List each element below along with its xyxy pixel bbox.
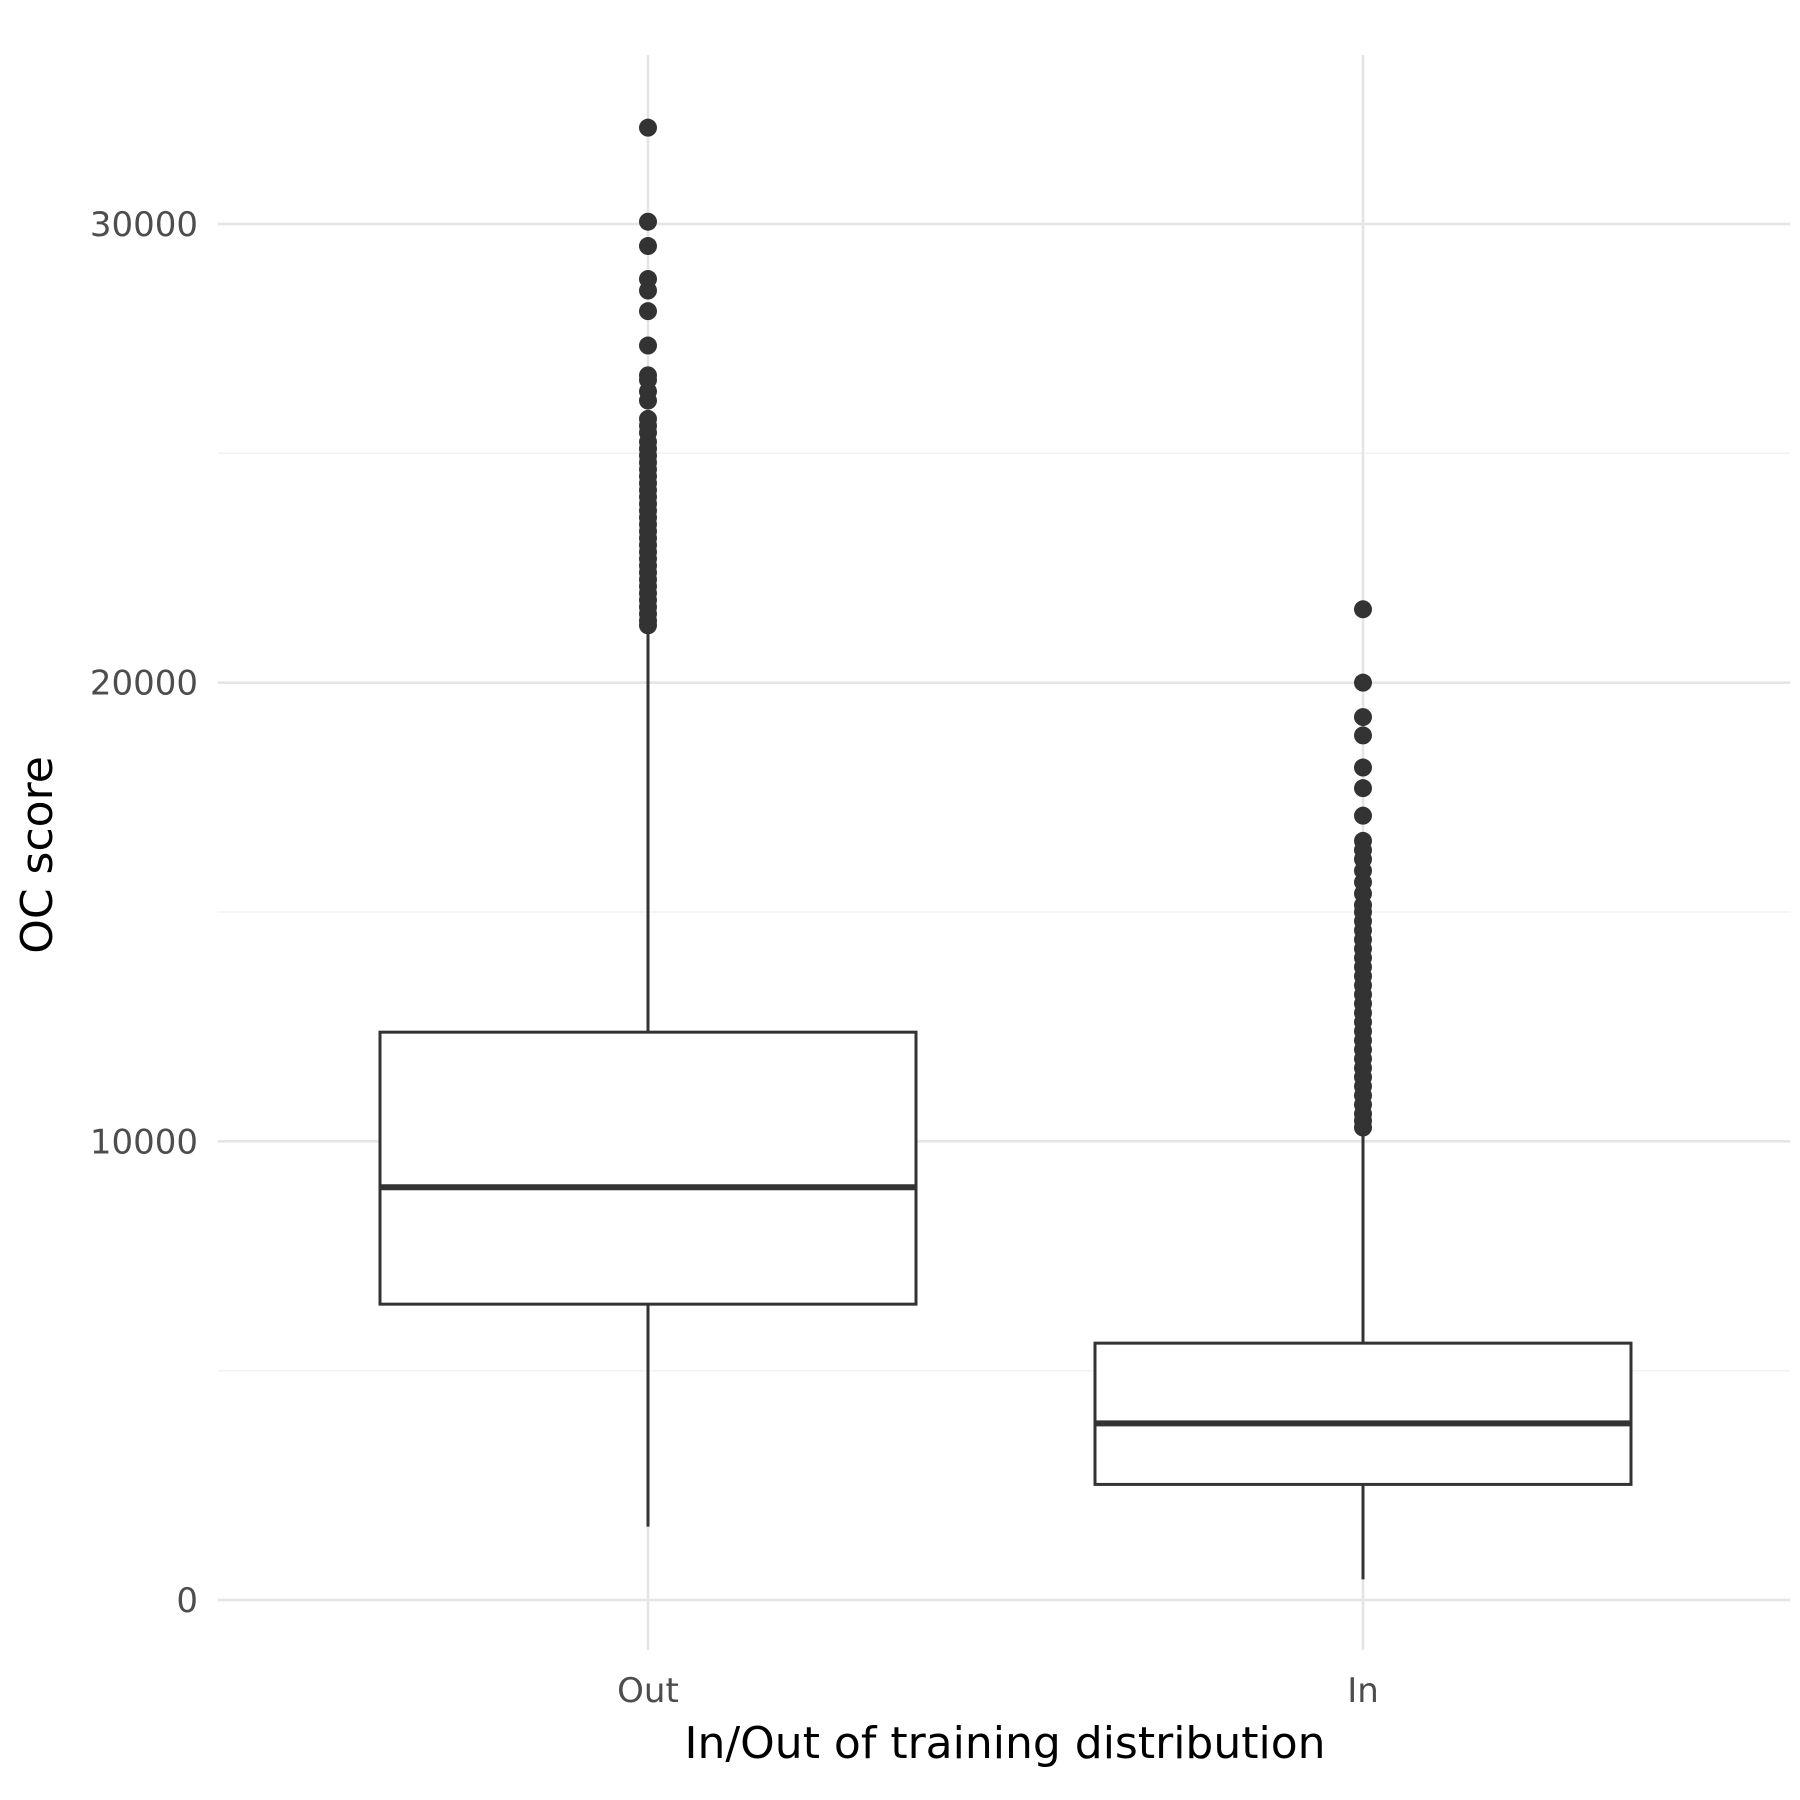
outlier-point — [639, 118, 657, 137]
y-tick-label: 0 — [176, 1581, 198, 1621]
outlier-point — [639, 336, 657, 355]
outlier-point — [1354, 1118, 1372, 1137]
outlier-point — [1354, 673, 1372, 692]
y-axis-title: OC score — [12, 756, 63, 954]
iqr-box — [1093, 1341, 1633, 1486]
outlier-point — [639, 281, 657, 300]
box-in — [1093, 600, 1633, 1580]
x-axis-title: In/Out of training distribution — [684, 1718, 1325, 1769]
outlier-point — [1354, 758, 1372, 777]
outlier-point — [639, 212, 657, 231]
outlier-point — [639, 616, 657, 635]
iqr-box — [378, 1030, 918, 1306]
outlier-point — [1354, 726, 1372, 745]
y-tick-label: 10000 — [90, 1122, 198, 1162]
x-tick-label: In — [1347, 1671, 1379, 1711]
tick-labels: 0 10000 20000 30000 Out In — [90, 205, 1379, 1711]
outlier-point — [639, 237, 657, 256]
outlier-point — [1354, 600, 1372, 619]
outlier-point — [1354, 806, 1372, 825]
x-tick-label: Out — [617, 1671, 679, 1711]
boxes — [378, 118, 1633, 1580]
y-tick-label: 20000 — [90, 664, 198, 704]
outlier-point — [1354, 708, 1372, 727]
outlier-point — [639, 302, 657, 321]
box-out — [378, 118, 918, 1527]
y-tick-label: 30000 — [90, 205, 198, 245]
outlier-point — [1354, 779, 1372, 798]
outlier-point — [639, 391, 657, 410]
